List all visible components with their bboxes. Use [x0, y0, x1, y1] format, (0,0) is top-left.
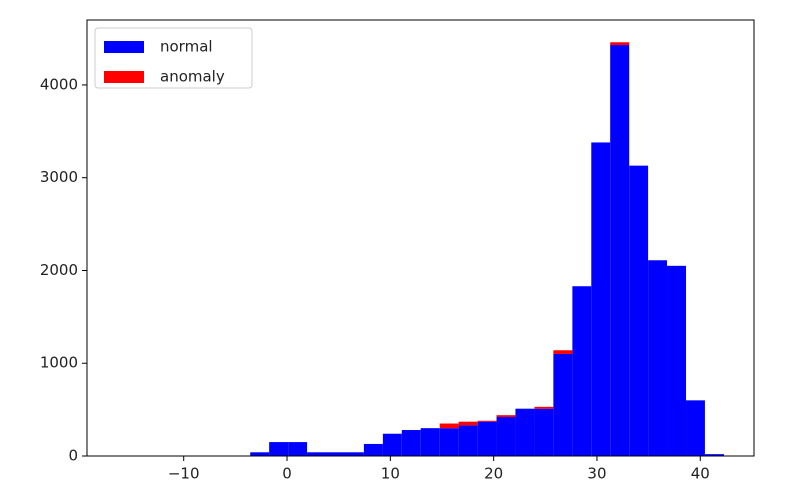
x-tick-label: 0	[282, 465, 292, 483]
y-tick-label: 0	[68, 447, 78, 465]
bar	[686, 400, 705, 456]
bar	[648, 260, 668, 456]
legend-swatch	[104, 71, 144, 83]
bar	[515, 408, 535, 456]
bar	[458, 421, 478, 426]
plot-frame	[86, 19, 755, 457]
bar	[496, 415, 516, 418]
legend: normal anomaly	[94, 27, 253, 89]
bar	[458, 425, 478, 456]
x-tick-label: 30	[587, 465, 606, 483]
legend-swatch	[104, 41, 144, 53]
x-tick-label: 20	[484, 465, 503, 483]
bar	[572, 286, 592, 456]
bar	[591, 142, 611, 457]
bar	[704, 454, 724, 456]
bar	[477, 420, 497, 422]
y-tick-label: 4000	[40, 75, 78, 93]
bar	[610, 42, 630, 46]
x-tick-label: 40	[691, 465, 710, 483]
legend-label: anomaly	[160, 68, 225, 86]
bar	[401, 430, 421, 456]
bar	[496, 417, 516, 456]
bar	[553, 353, 573, 456]
bar	[344, 452, 364, 456]
bar	[667, 265, 687, 456]
bar	[307, 452, 326, 456]
legend-label: normal	[160, 38, 213, 56]
bar	[477, 421, 497, 456]
bar	[325, 452, 345, 456]
x-tick-label: 10	[381, 465, 400, 483]
bar	[363, 443, 383, 456]
bar	[534, 408, 554, 456]
bar	[250, 452, 270, 456]
bar	[269, 442, 289, 456]
bar	[382, 433, 402, 456]
bar	[629, 165, 649, 456]
bar	[534, 406, 554, 409]
y-tick-label: 3000	[40, 168, 78, 186]
bar	[553, 350, 573, 354]
bar	[439, 428, 459, 456]
bar	[420, 428, 440, 456]
bar	[610, 45, 630, 456]
y-tick-label: 2000	[40, 261, 78, 279]
y-tick-label: 1000	[40, 354, 78, 372]
x-tick-label: −10	[168, 465, 200, 483]
bar	[439, 423, 459, 429]
bar	[288, 442, 308, 456]
